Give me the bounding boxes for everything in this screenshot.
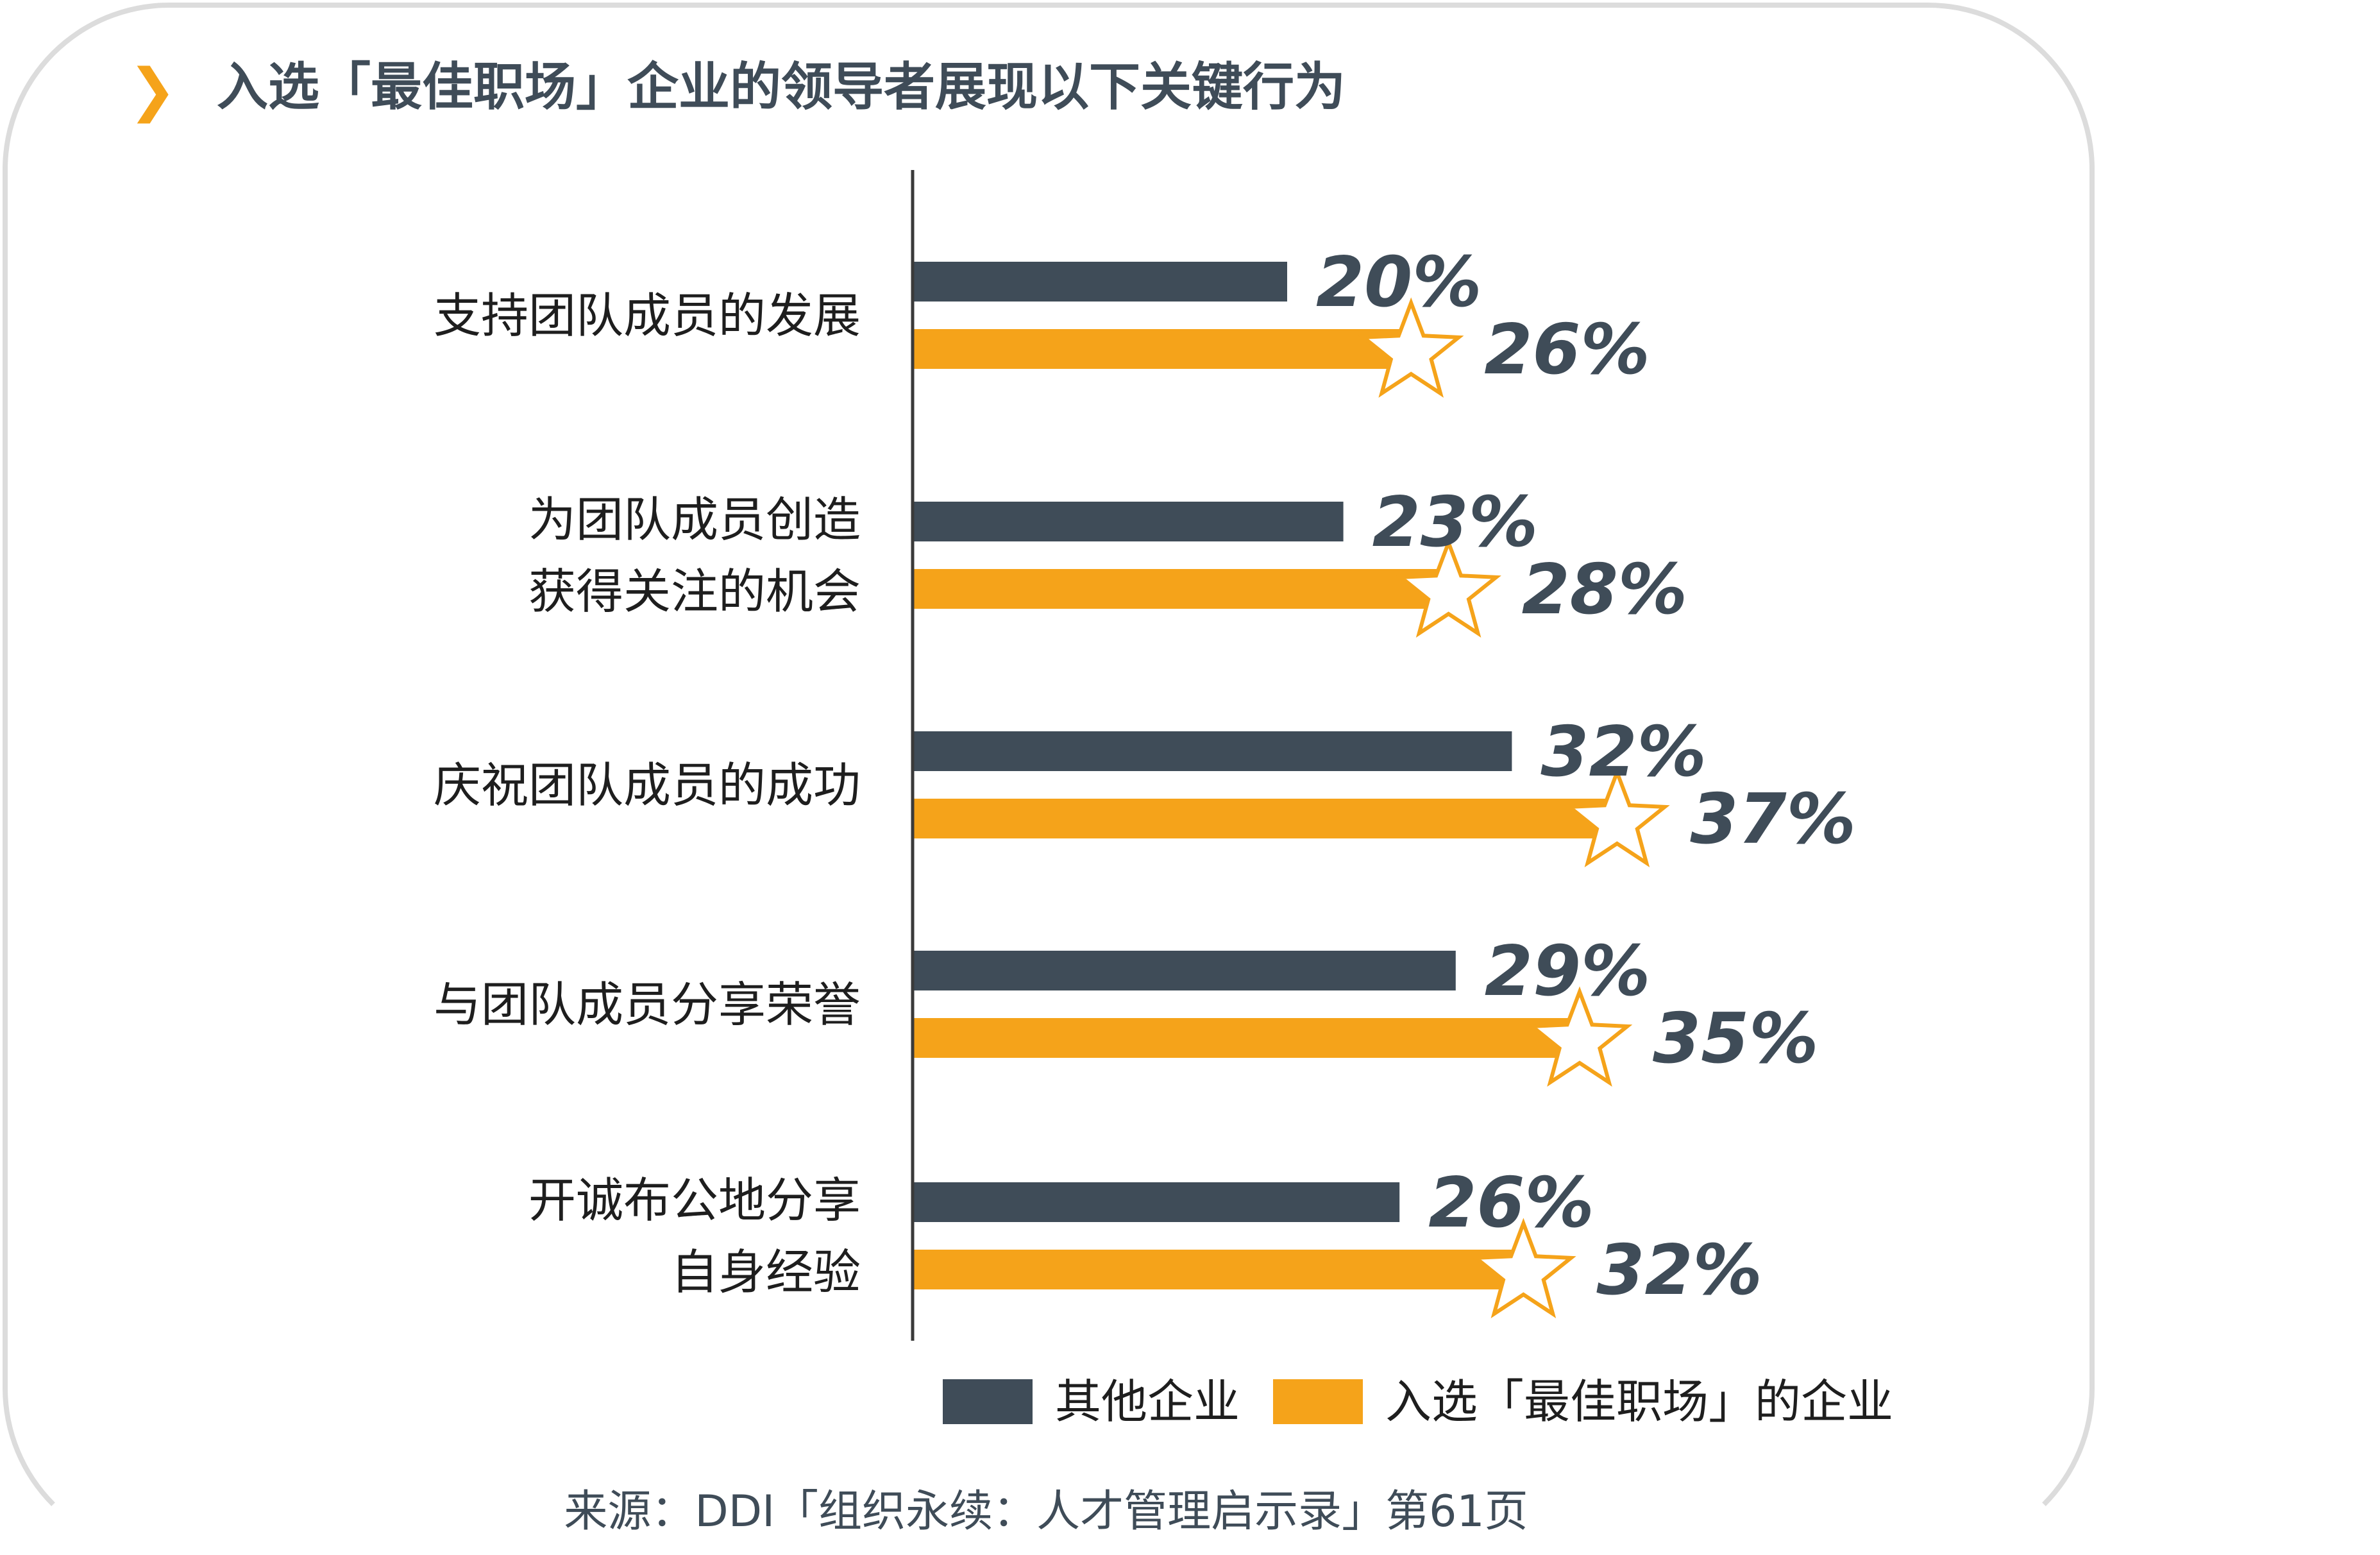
value-label: 20% [1316, 242, 1482, 323]
source-note: 来源：DDI「组织永续：人才管理启示录」第61页 [564, 1486, 1528, 1537]
value-label: 23% [1372, 482, 1539, 563]
bars [913, 262, 1606, 1289]
star-icon [1471, 1218, 1576, 1318]
legend-swatch [1273, 1379, 1363, 1424]
value-label: 28% [1522, 550, 1688, 630]
legend-label: 入选「最佳职场」的企业 [1385, 1375, 1893, 1429]
bar-other [913, 502, 1344, 541]
category-label: 与团队成员分享荣誉 [434, 978, 861, 1033]
bar-best [913, 569, 1437, 609]
bar-other [913, 262, 1287, 302]
bar-other [913, 731, 1512, 771]
category-label: 获得关注的机会 [528, 565, 861, 620]
bar-best [913, 329, 1400, 369]
category-label: 庆祝团队成员的成功 [434, 758, 861, 813]
star-markers [1358, 297, 1670, 1318]
legend-label: 其他企业 [1055, 1375, 1240, 1429]
bar-best [913, 1250, 1512, 1289]
category-label: 支持团队成员的发展 [434, 289, 861, 344]
value-label: 29% [1485, 931, 1651, 1012]
chevron-right-icon: ❯ [128, 56, 177, 124]
value-label: 37% [1690, 779, 1856, 860]
legend: 其他企业 入选「最佳职场」的企业 [943, 1375, 1893, 1429]
value-label: 35% [1653, 999, 1819, 1079]
bar-best [913, 799, 1606, 838]
star-icon [1358, 297, 1464, 398]
value-label: 26% [1428, 1163, 1594, 1243]
category-label: 自身经验 [671, 1245, 861, 1300]
star-icon [1396, 537, 1501, 638]
category-label: 开诚布公地分享 [528, 1173, 861, 1228]
legend-swatch [943, 1379, 1033, 1424]
card-frame [3, 3, 2095, 1555]
star-icon [1564, 767, 1670, 867]
chart-title: 入选「最佳职场」企业的领导者展现以下关键行为 [217, 57, 1346, 117]
category-labels: 支持团队成员的发展为团队成员创造获得关注的机会庆祝团队成员的成功与团队成员分享荣… [434, 289, 861, 1300]
bar-chart: 支持团队成员的发展为团队成员创造获得关注的机会庆祝团队成员的成功与团队成员分享荣… [434, 170, 1893, 1429]
star-icon [1526, 986, 1633, 1087]
value-labels: 20%26%23%28%32%37%29%35%26%32% [1316, 242, 1856, 1311]
bar-other [913, 1182, 1400, 1222]
value-label: 32% [1596, 1230, 1762, 1311]
value-label: 26% [1484, 310, 1650, 390]
bar-best [913, 1018, 1568, 1058]
bar-other [913, 951, 1456, 990]
value-label: 32% [1540, 712, 1707, 792]
category-label: 为团队成员创造 [528, 493, 861, 548]
